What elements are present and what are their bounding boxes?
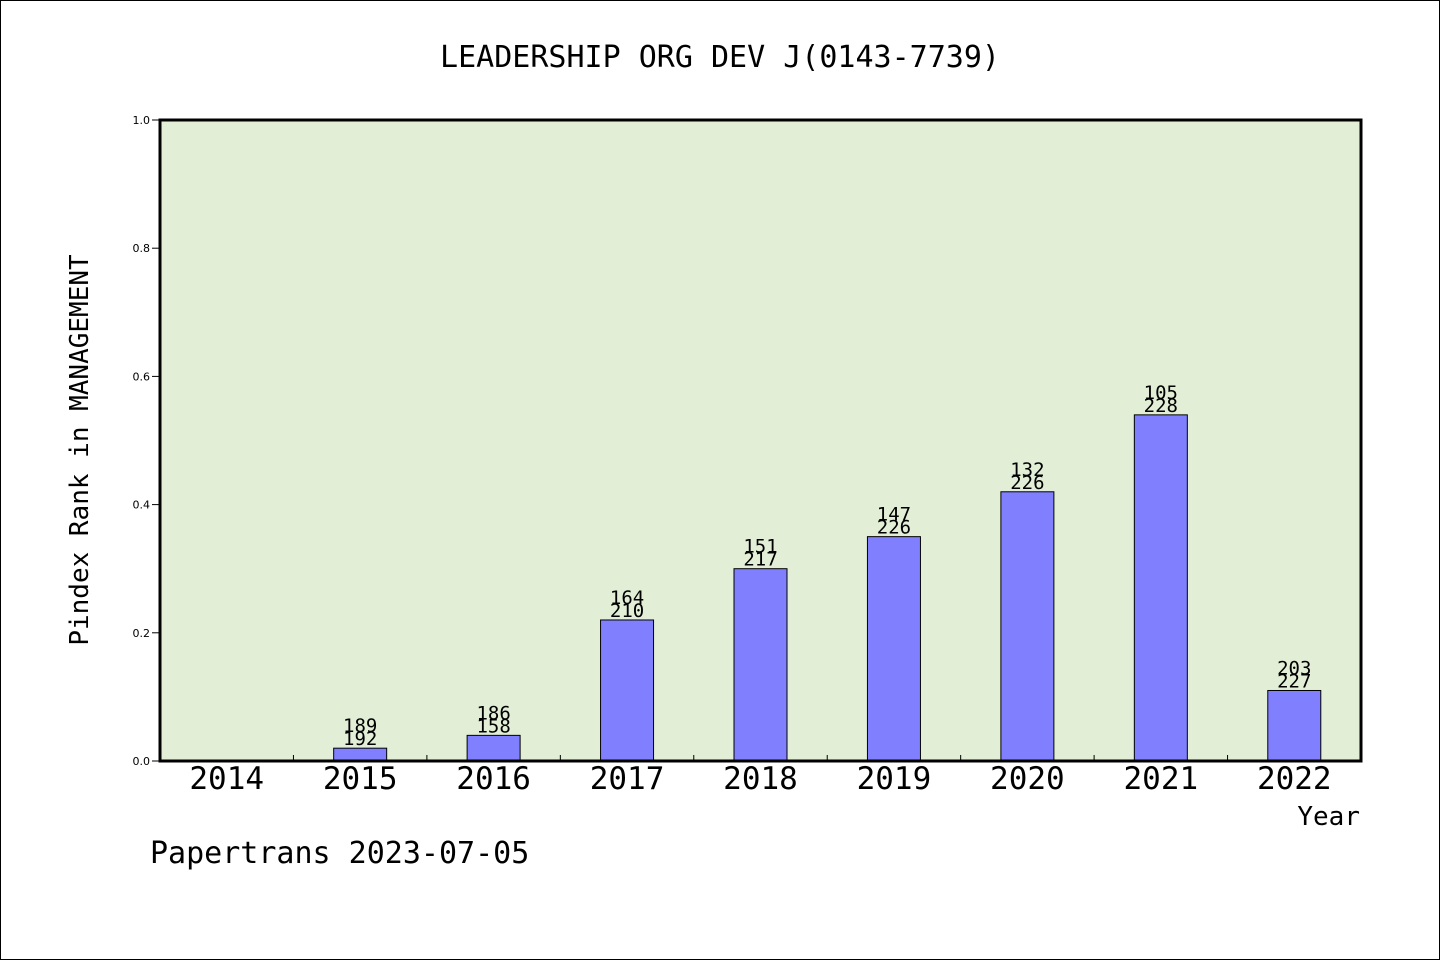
x-tick-label-2020: 2020	[990, 761, 1065, 797]
bar-label-bottom-2019: 226	[877, 517, 911, 539]
bar-label-top-2021: 105	[1144, 382, 1178, 404]
y-tick-label: 0.8	[133, 242, 151, 255]
bar-2020	[1000, 491, 1055, 762]
y-tick-label: 0.4	[133, 499, 151, 512]
x-axis-label: Year	[1297, 802, 1360, 832]
x-tick-label-2015: 2015	[323, 761, 398, 797]
y-tick-label: 0.0	[133, 755, 151, 768]
bar-label-bottom-2021: 228	[1144, 395, 1178, 417]
bar-label-top-2019: 147	[877, 504, 911, 526]
x-axis-ticks: 2014 2015 2016 2017 2018 2019 2020 2021 2022	[189, 755, 1332, 797]
bars: 1891921861581642101512171472261322261052…	[333, 382, 1322, 762]
footer-text: Papertrans 2023-07-05	[150, 836, 529, 871]
bar-2017	[600, 619, 655, 762]
bar-label-bottom-2020: 226	[1010, 472, 1044, 494]
bar-label-top-2018: 151	[743, 536, 777, 558]
y-tick-label: 1.0	[133, 114, 151, 127]
bar-label-top-2015: 189	[343, 715, 377, 737]
x-tick-label-2016: 2016	[456, 761, 531, 797]
y-axis-ticks: 0.0 0.2 0.4 0.6 0.8 1.0	[133, 114, 160, 768]
x-tick-label-2017: 2017	[590, 761, 665, 797]
bar-2021	[1133, 414, 1188, 762]
bar-label-bottom-2018: 217	[743, 549, 777, 571]
bar-label-bottom-2017: 210	[610, 600, 644, 622]
plot-border	[158, 118, 1363, 763]
bar-label-bottom-2015: 192	[343, 728, 377, 750]
bar-label-top-2020: 132	[1010, 459, 1044, 481]
bar-2018	[733, 568, 788, 762]
x-tick-label-2021: 2021	[1124, 761, 1199, 797]
y-tick-label: 0.2	[133, 627, 151, 640]
y-tick-label: 0.6	[133, 370, 151, 383]
bar-label-top-2017: 164	[610, 587, 644, 609]
bar-2016	[466, 734, 521, 762]
bar-2022	[1267, 689, 1322, 762]
chart-title: LEADERSHIP ORG DEV J(0143-7739)	[440, 40, 1000, 75]
x-tick-label-2014: 2014	[189, 761, 264, 797]
bar-2019	[866, 536, 921, 762]
bar-label-top-2016: 186	[476, 702, 510, 724]
bar-label-bottom-2022: 227	[1277, 670, 1311, 692]
y-axis-label: Pindex Rank in MANAGEMENT	[65, 254, 95, 646]
x-tick-label-2022: 2022	[1257, 761, 1332, 797]
bar-label-top-2022: 203	[1277, 657, 1311, 679]
bar-label-bottom-2016: 158	[476, 715, 510, 737]
x-tick-label-2019: 2019	[857, 761, 932, 797]
x-tick-label-2018: 2018	[723, 761, 798, 797]
